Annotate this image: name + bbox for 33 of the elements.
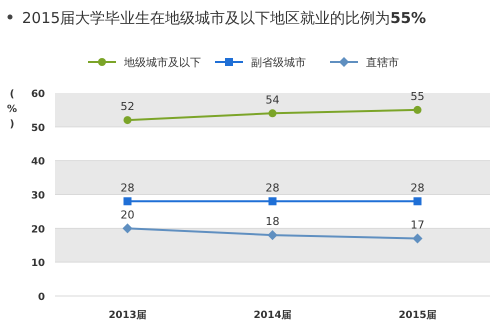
- point: [414, 197, 422, 206]
- legend-label: 地级城市及以下: [123, 56, 201, 69]
- y-tick-label: 0: [38, 292, 46, 303]
- data-label: 55: [410, 90, 424, 103]
- x-tick-label: 2015届: [398, 309, 436, 321]
- point: [122, 223, 132, 234]
- x-tick-label: 2013届: [108, 309, 146, 321]
- data-label: 54: [266, 93, 280, 106]
- chart-title: 2015届大学毕业生在地级城市及以下地区就业的比例为55%: [22, 9, 426, 27]
- point: [268, 230, 278, 240]
- point: [124, 197, 132, 206]
- y-tick-label: 20: [31, 224, 46, 236]
- data-label: 28: [410, 181, 424, 194]
- point: [412, 233, 422, 244]
- data-label: 28: [120, 181, 134, 194]
- point: [414, 106, 422, 114]
- data-label: 52: [120, 100, 134, 114]
- y-tick-label: 10: [31, 258, 46, 270]
- data-label: 17: [410, 218, 424, 232]
- y-axis-title: (%): [6, 89, 18, 130]
- point: [268, 197, 276, 206]
- y-tick-label: 60: [31, 89, 46, 100]
- y-tick-label: 30: [31, 190, 46, 202]
- legend-label: 副省级城市: [251, 56, 306, 69]
- data-label: 28: [266, 181, 280, 194]
- x-tick-label: 2014届: [254, 309, 292, 321]
- point: [268, 109, 276, 118]
- legend-label: 直辖市: [366, 56, 399, 69]
- point: [124, 116, 132, 124]
- y-tick-label: 50: [31, 122, 46, 134]
- data-label: 18: [266, 215, 280, 228]
- y-tick-label: 40: [31, 156, 46, 168]
- data-label: 20: [120, 208, 134, 222]
